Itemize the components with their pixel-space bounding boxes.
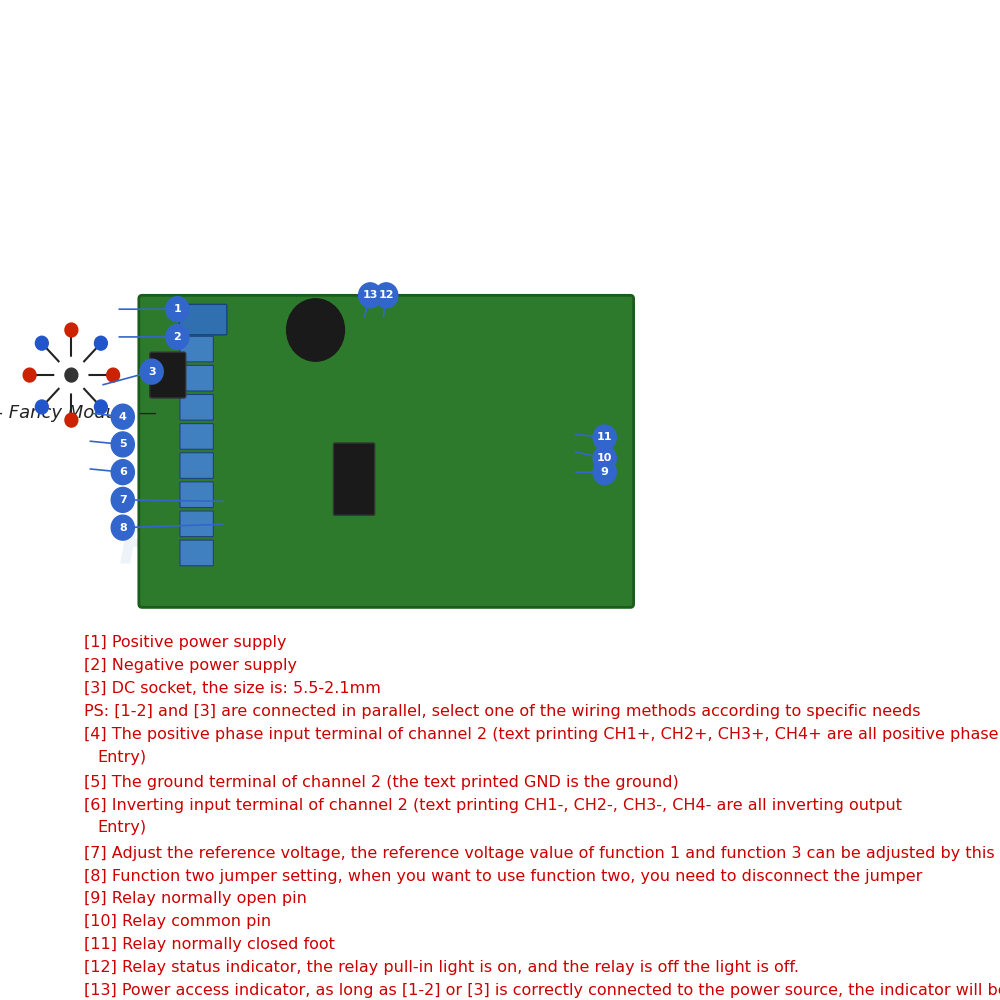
Text: 11: 11 [597,432,612,442]
FancyBboxPatch shape [334,443,375,515]
Circle shape [111,432,134,457]
Circle shape [333,554,346,568]
FancyBboxPatch shape [180,453,213,478]
Circle shape [107,368,120,382]
FancyBboxPatch shape [179,304,227,335]
Circle shape [65,413,78,427]
Circle shape [593,425,616,450]
Text: 10: 10 [597,453,612,463]
Text: 9: 9 [601,467,609,477]
FancyBboxPatch shape [533,135,567,161]
Text: SRD-12VDC-SL-C
SONGLE: SRD-12VDC-SL-C SONGLE [434,96,480,107]
Text: Entry): Entry) [97,750,146,765]
Circle shape [23,368,36,382]
Text: 13: 13 [362,290,378,300]
Circle shape [35,336,48,350]
Text: SRD-12VDC-SL-C
SONGLE: SRD-12VDC-SL-C SONGLE [434,165,480,176]
Text: SRD-12VDC-SL-C
SONGLE: SRD-12VDC-SL-C SONGLE [434,26,480,37]
Text: [5] The ground terminal of channel 2 (the text printed GND is the ground): [5] The ground terminal of channel 2 (th… [84,775,679,790]
Circle shape [140,359,163,384]
Text: PS: [1-2] and [3] are connected in parallel, select one of the wiring methods ac: PS: [1-2] and [3] are connected in paral… [84,704,921,719]
FancyBboxPatch shape [150,352,186,398]
Circle shape [111,460,134,485]
Text: SRD-12VDC-SL-C
SONGLE: SRD-12VDC-SL-C SONGLE [434,234,480,245]
Text: 4: 4 [119,412,127,422]
Circle shape [351,521,364,535]
Circle shape [287,299,344,361]
Text: [1] Positive power supply: [1] Positive power supply [84,635,287,650]
FancyBboxPatch shape [385,3,529,61]
FancyBboxPatch shape [139,295,634,607]
FancyBboxPatch shape [385,72,529,130]
Circle shape [65,368,78,382]
Text: [12] Relay status indicator, the relay pull-in light is on, and the relay is off: [12] Relay status indicator, the relay p… [84,960,799,975]
Circle shape [333,488,346,502]
FancyBboxPatch shape [533,66,567,91]
FancyBboxPatch shape [180,482,213,508]
FancyBboxPatch shape [180,394,213,420]
Circle shape [593,460,616,485]
Text: [4] The positive phase input terminal of channel 2 (text printing CH1+, CH2+, CH: [4] The positive phase input terminal of… [84,727,1000,742]
Circle shape [55,358,87,392]
Text: [7] Adjust the reference voltage, the reference voltage value of function 1 and : [7] Adjust the reference voltage, the re… [84,846,1000,861]
Circle shape [94,336,107,350]
Circle shape [35,400,48,414]
Circle shape [65,323,78,337]
Circle shape [375,283,398,308]
FancyBboxPatch shape [180,540,213,566]
Text: 7: 7 [119,495,127,505]
Circle shape [298,488,311,502]
Circle shape [359,283,382,308]
Text: 8: 8 [119,523,127,533]
FancyBboxPatch shape [180,424,213,449]
Text: 12: 12 [378,290,394,300]
FancyBboxPatch shape [533,100,567,126]
FancyBboxPatch shape [180,336,213,362]
Text: [2] Negative power supply: [2] Negative power supply [84,658,297,673]
Text: 6: 6 [119,467,127,477]
Text: 2: 2 [174,332,181,342]
Text: Fancy Module: Fancy Module [119,522,524,574]
Circle shape [94,400,107,414]
Circle shape [166,297,189,322]
Circle shape [166,324,189,349]
Text: [9] Relay normally open pin: [9] Relay normally open pin [84,891,307,906]
FancyBboxPatch shape [385,141,529,200]
Text: Entry): Entry) [97,820,146,835]
Text: — Fancy Module —: — Fancy Module — [0,404,157,422]
Circle shape [593,446,616,471]
FancyBboxPatch shape [180,365,213,391]
Text: [6] Inverting input terminal of channel 2 (text printing CH1-, CH2-, CH3-, CH4- : [6] Inverting input terminal of channel … [84,798,902,813]
Text: 1: 1 [174,304,181,314]
Text: 3: 3 [148,367,156,377]
Text: [8] Function two jumper setting, when you want to use function two, you need to : [8] Function two jumper setting, when yo… [84,869,923,884]
Text: [10] Relay common pin: [10] Relay common pin [84,914,271,929]
Circle shape [111,404,134,429]
FancyBboxPatch shape [385,211,529,269]
Circle shape [298,554,311,568]
Circle shape [111,487,134,512]
Circle shape [111,515,134,540]
Text: [3] DC socket, the size is: 5.5-2.1mm: [3] DC socket, the size is: 5.5-2.1mm [84,681,381,696]
Text: [13] Power access indicator, as long as [1-2] or [3] is correctly connected to t: [13] Power access indicator, as long as … [84,983,1000,998]
Text: 5: 5 [119,439,127,449]
FancyBboxPatch shape [180,511,213,537]
Text: [11] Relay normally closed foot: [11] Relay normally closed foot [84,937,335,952]
Circle shape [280,521,293,535]
